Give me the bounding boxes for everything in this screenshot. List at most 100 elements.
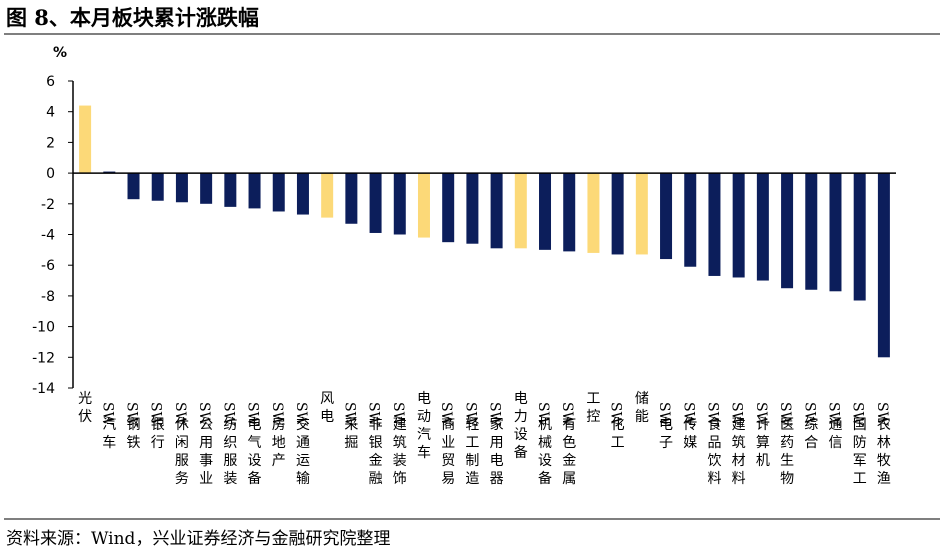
y-tick-label: 6 [46, 74, 55, 90]
category-char: 牧 [877, 453, 891, 469]
category-prefix: SW [535, 402, 551, 427]
category-char: 造 [465, 471, 479, 487]
bar [127, 173, 140, 200]
category-char: 采 [344, 417, 358, 433]
category-char: 计 [756, 417, 770, 433]
category-char: 建 [393, 417, 407, 433]
category-char: 纺 [223, 417, 237, 433]
bar [514, 173, 527, 249]
category-prefix: SW [825, 402, 841, 427]
bar [732, 173, 745, 278]
category-char: 机 [538, 417, 552, 433]
category-char: 伏 [78, 409, 92, 425]
category-prefix: SW [656, 402, 672, 427]
category-char: 筑 [393, 435, 407, 451]
category-char: 行 [151, 435, 165, 451]
category-char: 器 [490, 471, 504, 487]
bar [781, 173, 794, 289]
y-axis-unit: % [53, 45, 67, 61]
category-char: 事 [199, 453, 213, 469]
bar [79, 105, 92, 174]
category-prefix: SW [704, 402, 720, 427]
category-char: 业 [441, 435, 455, 451]
x-category-label: 风电 [320, 391, 334, 425]
category-prefix: SW [729, 402, 745, 427]
category-prefix: SW [753, 402, 769, 427]
category-char: 汽 [102, 417, 116, 433]
bar [805, 173, 818, 290]
category-char: 车 [102, 434, 116, 451]
category-char: 用 [199, 435, 213, 451]
top-divider [4, 33, 940, 35]
category-prefix: SW [680, 402, 696, 427]
category-char: 色 [562, 434, 576, 451]
category-char: 机 [756, 453, 770, 469]
category-char: 子 [659, 435, 673, 451]
category-char: 工 [586, 391, 600, 407]
bar [442, 173, 455, 243]
y-tick-label: -6 [41, 258, 55, 274]
category-char: 产 [272, 453, 286, 469]
category-char: 金 [562, 453, 576, 469]
category-char: 运 [296, 453, 310, 469]
bar [490, 173, 503, 249]
category-prefix: SW [293, 402, 309, 427]
category-char: 电 [659, 417, 673, 433]
category-char: 服 [223, 453, 237, 469]
category-char: 通 [828, 417, 842, 433]
category-prefix: SW [608, 402, 624, 427]
category-char: 电 [320, 409, 334, 425]
category-char: 饰 [393, 471, 407, 487]
y-tick-label: 2 [46, 135, 55, 151]
category-char: 军 [853, 453, 867, 469]
y-tick-label: -4 [41, 228, 55, 244]
category-char: 国 [853, 417, 867, 433]
category-char: 工 [465, 435, 479, 451]
category-char: 电 [514, 391, 528, 407]
category-char: 工 [853, 471, 867, 487]
bar [563, 173, 576, 252]
category-char: 铁 [127, 435, 141, 451]
bar [756, 173, 769, 281]
category-prefix: SW [220, 402, 236, 427]
bar [224, 173, 237, 207]
bar-series [79, 105, 890, 358]
bar [200, 173, 213, 204]
category-char: 金 [369, 453, 383, 469]
category-char: 非 [369, 417, 383, 433]
bar [587, 173, 600, 253]
y-axis-ticks: 6 4 2 0 -2 -4 -6 -8 -10 -12 -14 [32, 74, 73, 397]
category-char: 属 [562, 471, 576, 487]
category-char: 能 [635, 409, 649, 425]
category-char: 料 [732, 471, 746, 487]
x-category-label: 储能 [635, 391, 649, 425]
category-char: 物 [780, 471, 794, 487]
category-char: 公 [199, 417, 213, 433]
category-prefix: SW [124, 402, 140, 427]
category-char: 掘 [344, 435, 358, 451]
category-char: 电 [490, 453, 504, 469]
category-char: 贸 [441, 453, 455, 469]
category-char: 化 [611, 417, 625, 433]
category-prefix: SW [99, 402, 115, 427]
category-char: 气 [248, 435, 262, 451]
category-char: 电 [417, 391, 431, 407]
category-prefix: SW [390, 402, 406, 427]
category-char: 汽 [417, 427, 431, 443]
category-char: 交 [296, 416, 310, 433]
category-char: 生 [780, 453, 794, 469]
